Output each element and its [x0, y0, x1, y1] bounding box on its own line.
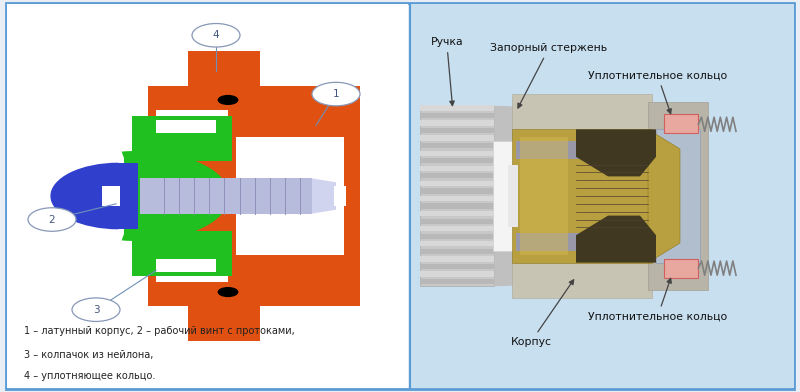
Bar: [420, 264, 494, 269]
Polygon shape: [648, 129, 680, 263]
Text: 4 – уплотняющее кольцо.: 4 – уплотняющее кольцо.: [24, 371, 155, 381]
Bar: [420, 151, 494, 156]
Bar: [148, 110, 244, 282]
Bar: [420, 188, 494, 194]
Bar: [156, 110, 228, 145]
Polygon shape: [576, 216, 656, 263]
Bar: [148, 86, 320, 110]
Bar: [420, 166, 494, 171]
Bar: [420, 113, 494, 118]
Bar: [148, 127, 216, 149]
Text: 3 – колпачок из нейлона,: 3 – колпачок из нейлона,: [24, 350, 154, 360]
Wedge shape: [50, 163, 118, 229]
Bar: [420, 241, 494, 247]
Bar: [118, 163, 138, 229]
Bar: [516, 141, 652, 159]
Bar: [156, 259, 216, 272]
Circle shape: [72, 298, 120, 321]
Bar: [420, 120, 494, 126]
Circle shape: [218, 95, 238, 105]
Bar: [512, 129, 652, 263]
Bar: [148, 243, 216, 265]
Bar: [420, 211, 494, 216]
Bar: [508, 165, 518, 227]
Bar: [420, 136, 494, 141]
Bar: [420, 271, 494, 277]
Bar: [420, 106, 494, 286]
Wedge shape: [122, 151, 230, 241]
Bar: [420, 196, 494, 201]
Text: Корпус: Корпус: [510, 280, 574, 347]
Circle shape: [28, 208, 76, 231]
Circle shape: [192, 24, 240, 47]
Text: 1 – латунный корпус, 2 – рабочий винт с протоками,: 1 – латунный корпус, 2 – рабочий винт с …: [24, 326, 294, 336]
Text: 1: 1: [333, 89, 339, 99]
Circle shape: [218, 287, 238, 297]
Text: Уплотнительное кольцо: Уплотнительное кольцо: [588, 278, 727, 321]
Polygon shape: [312, 178, 336, 214]
Bar: [512, 94, 652, 298]
Bar: [420, 234, 494, 239]
Text: 2: 2: [49, 214, 55, 225]
Bar: [132, 231, 232, 276]
Bar: [420, 249, 494, 254]
Text: Ручка: Ручка: [430, 37, 463, 105]
Polygon shape: [576, 129, 656, 176]
Bar: [124, 157, 176, 235]
Bar: [420, 143, 494, 148]
Bar: [420, 279, 494, 284]
Bar: [7, 4, 408, 388]
Bar: [664, 259, 698, 278]
Bar: [664, 114, 698, 133]
Text: Запорный стержень: Запорный стержень: [490, 43, 607, 108]
Bar: [236, 137, 344, 255]
Bar: [656, 129, 700, 263]
Wedge shape: [494, 106, 678, 286]
Bar: [188, 306, 260, 341]
Bar: [420, 218, 494, 224]
Bar: [420, 173, 494, 178]
Bar: [420, 226, 494, 231]
Bar: [156, 247, 228, 282]
Text: 3: 3: [93, 305, 99, 315]
Bar: [188, 51, 260, 86]
Bar: [516, 233, 652, 251]
Bar: [140, 178, 312, 214]
Bar: [648, 102, 708, 290]
Bar: [420, 105, 494, 111]
Bar: [228, 86, 360, 306]
Bar: [420, 203, 494, 209]
Bar: [411, 4, 794, 388]
Bar: [334, 186, 346, 206]
Bar: [420, 256, 494, 261]
Bar: [132, 116, 232, 161]
Bar: [420, 181, 494, 186]
Bar: [520, 137, 568, 255]
Circle shape: [312, 82, 360, 106]
Text: 4: 4: [213, 30, 219, 40]
Bar: [420, 128, 494, 133]
Bar: [156, 120, 216, 133]
Bar: [148, 282, 320, 306]
Text: Уплотнительное кольцо: Уплотнительное кольцо: [588, 71, 727, 114]
Bar: [420, 158, 494, 163]
FancyBboxPatch shape: [6, 3, 794, 389]
Bar: [493, 141, 518, 251]
Bar: [102, 186, 120, 206]
